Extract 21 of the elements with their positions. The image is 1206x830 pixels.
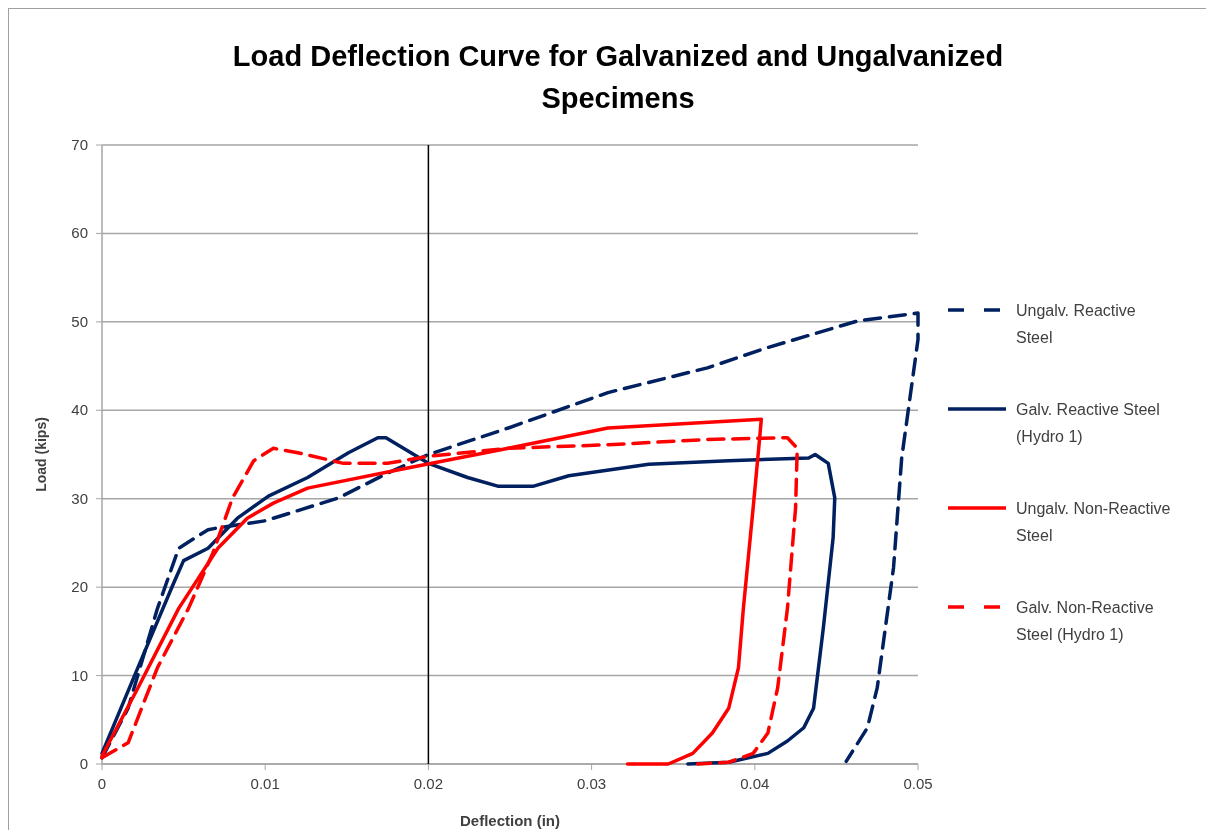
- y-tick-label: 20: [71, 578, 88, 596]
- y-axis-title: Load (kips): [33, 417, 49, 492]
- legend-label: Galv. Non-Reactive Steel (Hydro 1): [1016, 599, 1154, 643]
- x-tick-label: 0.05: [903, 775, 933, 792]
- y-tick-label: 30: [71, 489, 88, 507]
- y-tick-label: 40: [71, 401, 88, 419]
- y-tick-label: 60: [71, 224, 88, 242]
- legend-label: Ungalv. Reactive Steel: [1016, 302, 1136, 346]
- legend-label: Galv. Reactive Steel (Hydro 1): [1016, 401, 1160, 445]
- x-tick-label: 0: [97, 775, 107, 792]
- y-tick-label: 0: [79, 755, 88, 772]
- x-tick-label: 0.01: [250, 775, 280, 792]
- x-tick-label: 0.02: [413, 775, 443, 792]
- x-tick-label: 0.04: [740, 775, 770, 792]
- x-tick-label: 0.03: [577, 775, 607, 792]
- legend-label: Ungalv. Non-Reactive Steel: [1016, 500, 1171, 544]
- y-tick-label: 10: [71, 666, 88, 684]
- y-tick-label: 70: [71, 136, 88, 153]
- y-tick-label: 50: [71, 312, 88, 330]
- x-axis-title: Deflection (in): [460, 812, 560, 829]
- chart-title: Load Deflection Curve for Galvanized and Ungalvanized Specimens: [232, 40, 1004, 114]
